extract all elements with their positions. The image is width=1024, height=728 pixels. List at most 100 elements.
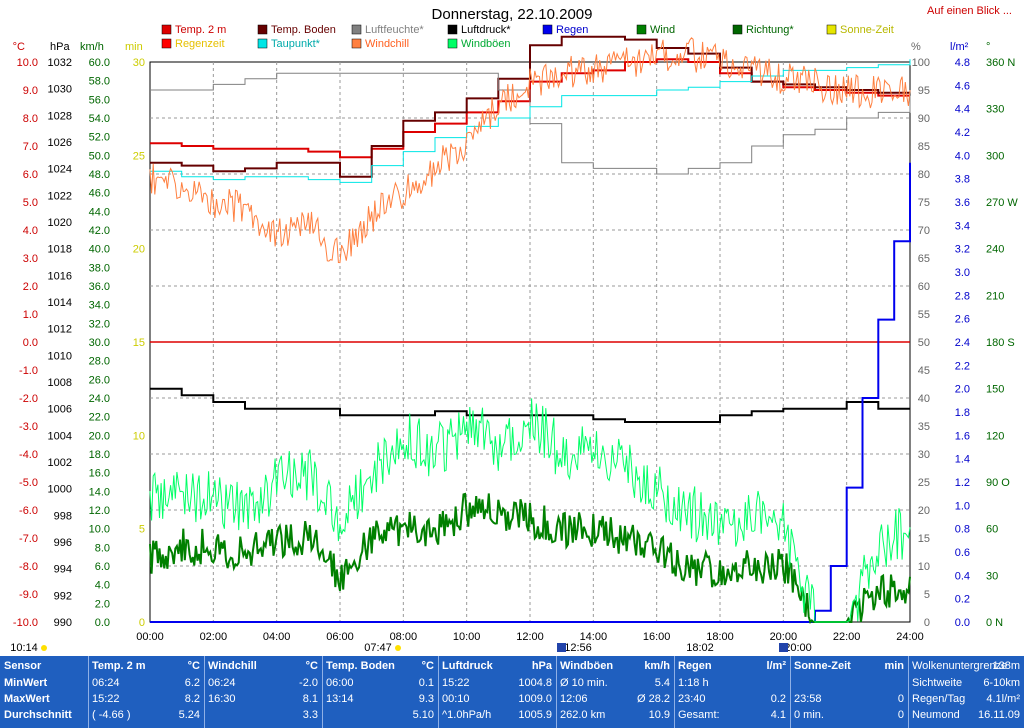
rain-tick-label: 2.4 — [955, 337, 970, 349]
stats-row: Sichtweite 6-10km — [912, 676, 1020, 691]
legend-label: Windböen — [461, 38, 511, 50]
stats-row-value: 0.1 — [418, 677, 434, 689]
stats-row-value: 1005.9 — [518, 709, 552, 721]
stats-row: Ø 10 min. 5.4 — [560, 676, 670, 691]
stats-row-value: 4.1l/m² — [986, 693, 1020, 705]
pressure-tick-label: 1002 — [48, 457, 72, 469]
stats-row: MaxWert — [4, 692, 84, 707]
wind-tick-label: 26.0 — [89, 374, 110, 386]
stats-row: 00:10 1009.0 — [442, 692, 552, 707]
temp-tick-label: -4.0 — [19, 449, 38, 461]
pressure-tick-label: 1032 — [48, 57, 72, 69]
stats-header-title: Luftdruck — [442, 660, 493, 672]
rain-tick-label: 1.2 — [955, 477, 970, 489]
stats-row-value: 4.1 — [770, 709, 786, 721]
wind-tick-label: 34.0 — [89, 300, 110, 312]
humidity-tick-label: 0 — [924, 617, 930, 629]
wind-tick-label: 40.0 — [89, 244, 110, 256]
pressure-tick-label: 1030 — [48, 84, 72, 96]
wind-tick-label: 44.0 — [89, 206, 110, 218]
stats-row: Regen/Tag 4.1l/m² — [912, 692, 1020, 707]
stats-row: 262.0 km 10.9 — [560, 708, 670, 723]
direction-tick-label: 150 — [986, 384, 1004, 396]
sun-tick-label: 25 — [133, 150, 145, 162]
overview-link[interactable]: Auf einen Blick ... — [927, 5, 1012, 17]
time-tick-label: 20:00 — [770, 631, 798, 643]
axis-unit-label: % — [911, 41, 921, 53]
stats-row: 23:40 0.2 — [678, 692, 786, 707]
temp-tick-label: -7.0 — [19, 533, 38, 545]
stats-row-label: Durchschnitt — [4, 709, 72, 721]
stats-row: 3.3 — [208, 708, 318, 723]
chart-title: Donnerstag, 22.10.2009 — [432, 6, 593, 23]
wind-tick-label: 58.0 — [89, 76, 110, 88]
stats-header: Regen l/m² — [678, 659, 786, 674]
temp-tick-label: 6.0 — [23, 169, 38, 181]
direction-tick-label: 240 — [986, 244, 1004, 256]
pressure-tick-label: 1026 — [48, 137, 72, 149]
wind-tick-label: 60.0 — [89, 57, 110, 69]
stats-row-label: 16:30 — [208, 693, 236, 705]
time-tick-label: 08:00 — [390, 631, 418, 643]
pressure-tick-label: 1006 — [48, 404, 72, 416]
stats-row: 06:24 -2.0 — [208, 676, 318, 691]
moon-icon — [779, 643, 788, 652]
stats-header: Windböen km/h — [560, 659, 670, 674]
stats-header: Sonne-Zeit min — [794, 659, 904, 674]
wind-tick-label: 20.0 — [89, 430, 110, 442]
pressure-tick-label: 1016 — [48, 270, 72, 282]
stats-row-value: 0.2 — [770, 693, 786, 705]
stats-header-unit: hPa — [531, 660, 552, 672]
wind-tick-label: 30.0 — [89, 337, 110, 349]
time-tick-label: 00:00 — [136, 631, 164, 643]
stats-header: Temp. Boden °C — [326, 659, 434, 674]
legend-label: Taupunkt* — [271, 38, 321, 50]
stats-header-unit: km/h — [644, 660, 670, 672]
stats-header-unit: °C — [305, 660, 318, 672]
temp-tick-label: 10.0 — [17, 57, 38, 69]
temp-tick-label: -5.0 — [19, 477, 38, 489]
stats-row: 12:06 Ø 28.2 — [560, 692, 670, 707]
sunrise-icon — [395, 645, 401, 651]
wind-tick-label: 4.0 — [95, 580, 110, 592]
axis-unit-label: min — [125, 41, 143, 53]
legend-label: Luftfeuchte* — [365, 24, 424, 36]
pressure-tick-label: 1004 — [48, 430, 72, 442]
stats-column: Windböen km/h Ø 10 min. 5.4 12:06 Ø 28.2 262.0… — [556, 656, 675, 728]
rain-tick-label: 0.6 — [955, 547, 970, 559]
temp-tick-label: 8.0 — [23, 113, 38, 125]
legend-swatch — [161, 38, 172, 49]
rain-tick-label: 0.4 — [955, 570, 970, 582]
legend-swatch — [257, 38, 268, 49]
stats-row-value: 5.24 — [178, 709, 200, 721]
stats-row-value: 10.9 — [648, 709, 670, 721]
stats-row-value: Ø 28.2 — [636, 693, 670, 705]
stats-row: 15:22 1004.8 — [442, 676, 552, 691]
wind-tick-label: 16.0 — [89, 468, 110, 480]
stats-column: Sensor MinWert MaxWert Durchschnitt — [0, 656, 89, 728]
stats-row-label: 06:00 — [326, 677, 354, 689]
pressure-tick-label: 992 — [54, 590, 72, 602]
stats-header: Temp. 2 m °C — [92, 659, 200, 674]
humidity-tick-label: 5 — [924, 589, 930, 601]
stats-row-label: 1:18 h — [678, 677, 709, 689]
direction-tick-label: 360 N — [986, 57, 1015, 69]
stats-header-title: Temp. 2 m — [92, 660, 146, 672]
axis-unit-label: hPa — [50, 41, 70, 53]
weather-chart: Donnerstag, 22.10.2009 Temp. 2 m Temp. Bo… — [10, 6, 1018, 654]
rain-tick-label: 1.8 — [955, 407, 970, 419]
stats-header: Luftdruck hPa — [442, 659, 552, 674]
humidity-tick-label: 55 — [918, 309, 930, 321]
rain-tick-label: 2.8 — [955, 290, 970, 302]
stats-header-unit: °C — [421, 660, 434, 672]
rain-tick-label: 3.0 — [955, 267, 970, 279]
stats-row: 16:30 8.1 — [208, 692, 318, 707]
pressure-tick-label: 990 — [54, 617, 72, 629]
stats-row-label: MinWert — [4, 677, 48, 689]
series-line-windb-en — [149, 398, 911, 623]
stats-row-label: MaxWert — [4, 693, 50, 705]
time-tick-label: 04:00 — [263, 631, 291, 643]
time-tick-label: 14:00 — [580, 631, 608, 643]
stats-column: Sonne-Zeit min 23:58 0 0 min. 0 — [790, 656, 909, 728]
sun-tick-label: 0 — [139, 617, 145, 629]
